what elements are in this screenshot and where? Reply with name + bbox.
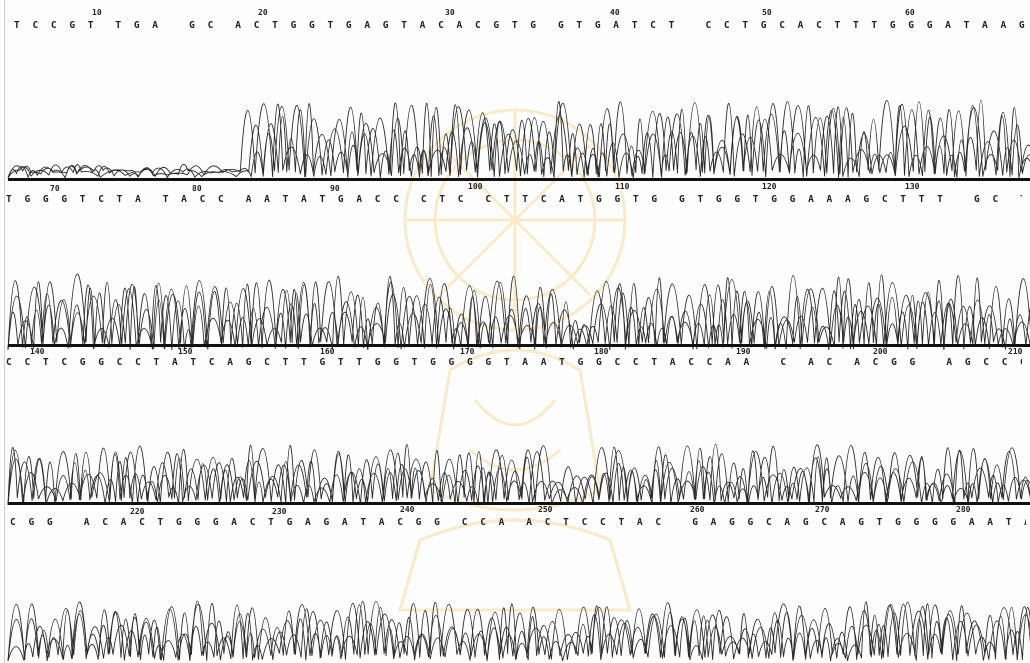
tick-label: 230: [272, 507, 287, 516]
tick-label: 210: [1008, 347, 1023, 356]
tick-label: 20: [258, 8, 268, 17]
trace-line: [7, 99, 1030, 180]
base-sequence: T C C G T T G A G C A C T G G T G A G T …: [14, 20, 1029, 31]
tick-label: 160: [320, 347, 335, 356]
tick-label: 170: [460, 347, 475, 356]
panel-3: 140 150 160 170 180 190 200 210 C C T C …: [0, 347, 1030, 507]
tick-label: 120: [762, 182, 777, 191]
chromatogram-trace: [7, 99, 1030, 180]
tick-label: 190: [736, 347, 751, 356]
tick-label: 220: [130, 507, 145, 516]
base-sequence: T G G G T C T A T A C C A A T A T G A C …: [6, 194, 1022, 205]
tick-label: 250: [538, 505, 553, 514]
tick-label: 80: [192, 184, 202, 193]
base-sequence: C G G A C A C T G G G A C T G A G A T A …: [10, 517, 1026, 528]
trace-line: [7, 445, 1030, 506]
tick-label: 140: [30, 347, 45, 356]
trace-line: [7, 601, 1030, 662]
chromatogram-trace: [7, 273, 1030, 351]
tick-label: 30: [445, 8, 455, 17]
trace-line: [7, 100, 1030, 179]
tick-label: 60: [905, 8, 915, 17]
tick-label: 200: [873, 347, 888, 356]
tick-label: 110: [615, 182, 630, 191]
tick-label: 180: [594, 347, 609, 356]
tick-label: 130: [905, 182, 920, 191]
base-sequence: C C T C G G C C T A T C A G C T T G T T …: [6, 357, 1022, 368]
chromatogram-trace: [7, 444, 1030, 506]
tick-label: 10: [92, 8, 102, 17]
scan-margin-line: [4, 0, 5, 663]
trace-line: [7, 601, 1030, 662]
chromatogram-trace: [7, 601, 1030, 662]
tick-label: 50: [762, 8, 772, 17]
baseline: [8, 502, 1030, 505]
tick-label: 240: [400, 505, 415, 514]
tick-label: 150: [178, 347, 193, 356]
tick-label: 270: [815, 505, 830, 514]
baseline: [8, 344, 1030, 347]
tick-label: 40: [610, 8, 620, 17]
panel-4: 220 230 240 250 260 270 280 C G G A C A …: [0, 505, 1030, 663]
panel-2: 70 80 90 100 110 120 130 T G G G T C T A…: [0, 182, 1030, 351]
baseline: [8, 178, 1030, 181]
tick-label: 260: [690, 505, 705, 514]
trace-line: [7, 444, 1030, 506]
tick-label: 280: [956, 505, 971, 514]
trace-line: [7, 273, 1030, 351]
tick-label: 90: [330, 184, 340, 193]
tick-label: 70: [50, 184, 60, 193]
panel-1: 10 20 30 40 50 60 T C C G T T G A G C A …: [0, 0, 1030, 181]
tick-label: 100: [468, 182, 483, 191]
